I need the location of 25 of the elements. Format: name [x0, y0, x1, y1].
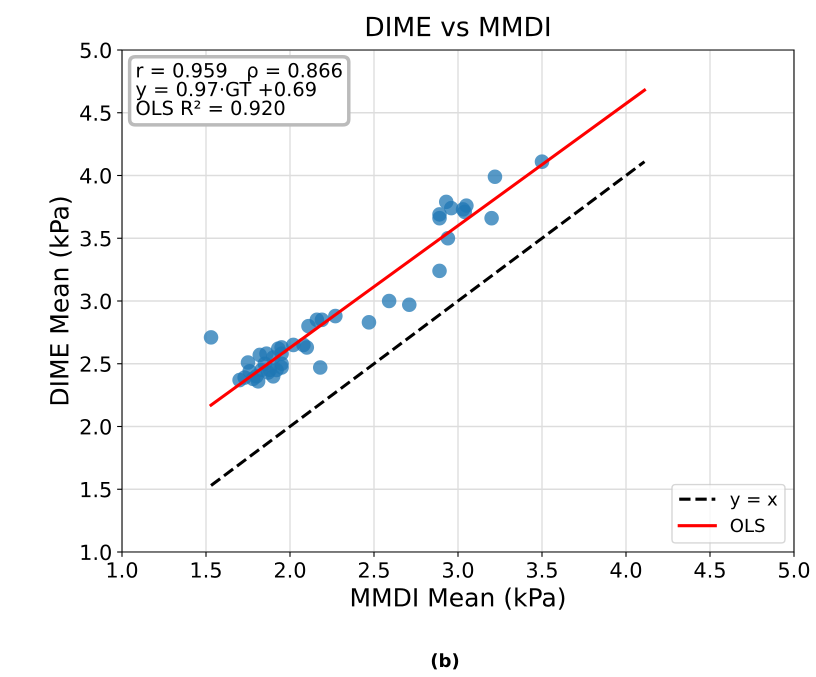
x-tick-label: 3.5: [527, 562, 557, 578]
y-tick-label: 4.5: [80, 105, 110, 121]
x-tick-label: 2.0: [274, 562, 306, 578]
legend-label: OLS: [730, 518, 764, 532]
annotation: r = 0.959 ρ = 0.866 y = 0.97·GT +0.69 OLS R² = 0.920: [136, 62, 342, 116]
x-tick-label: 2.5: [358, 562, 389, 578]
y-tick-label: 2.5: [80, 356, 110, 372]
x-tick-label: 3.0: [443, 562, 474, 578]
x-axis-title: MMDI Mean (kPa): [352, 587, 564, 610]
y-tick-label: 1.0: [81, 544, 111, 560]
text: (b): [432, 653, 458, 670]
x-tick-label: 4.0: [610, 562, 642, 578]
x-tick-label: 5.0: [779, 562, 810, 578]
y-tick-label: 1.5: [81, 482, 110, 498]
y-tick-label: 5.0: [80, 42, 111, 58]
x-tick-label: 1.5: [192, 562, 221, 578]
y-tick-label: 2.0: [80, 418, 111, 435]
legend-label: y = x: [730, 496, 778, 510]
y-tick-label: 3.5: [80, 230, 110, 246]
y-tick-label: 3.0: [80, 293, 111, 310]
x-tick-label: 4.5: [694, 562, 725, 578]
chart-title: DIME vs MMDI: [366, 16, 550, 36]
x-tick-label: 1.0: [108, 562, 138, 578]
y-axis-title: DIME Mean (kPa): [49, 198, 72, 404]
y-tick-label: 4.0: [80, 168, 111, 184]
